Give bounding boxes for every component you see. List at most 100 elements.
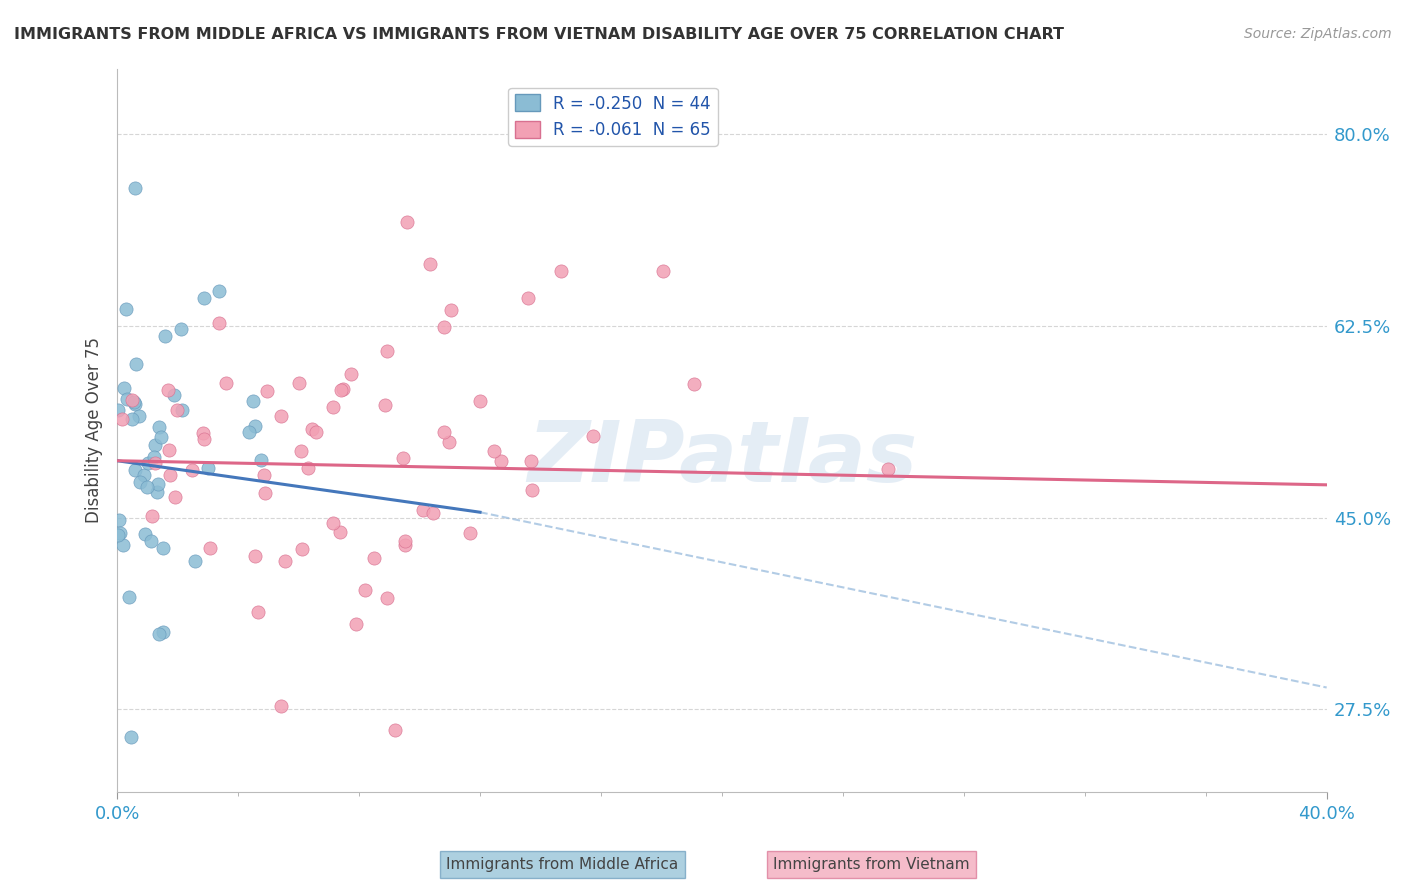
Point <box>108 526 131 541</box>
Point <box>274 554 297 568</box>
Point <box>157 383 180 397</box>
Point <box>683 377 706 392</box>
Point <box>184 554 207 568</box>
Point <box>322 516 344 530</box>
Point <box>198 541 221 555</box>
Point <box>412 502 434 516</box>
Point <box>180 463 202 477</box>
Legend: R = -0.250  N = 44, R = -0.061  N = 65: R = -0.250 N = 44, R = -0.061 N = 65 <box>509 87 717 145</box>
Point <box>159 467 181 482</box>
Point <box>193 292 215 306</box>
Point <box>253 468 276 483</box>
Text: Immigrants from Vietnam: Immigrants from Vietnam <box>773 857 970 872</box>
Point <box>340 368 363 382</box>
Point <box>159 442 181 457</box>
Point <box>166 402 188 417</box>
Point <box>301 422 323 436</box>
Point <box>482 443 505 458</box>
Point <box>270 409 292 423</box>
Point <box>148 476 170 491</box>
Point <box>197 461 219 475</box>
Point <box>118 590 141 604</box>
Point <box>375 591 398 606</box>
Point <box>145 456 167 470</box>
Text: Immigrants from Middle Africa: Immigrants from Middle Africa <box>446 857 679 872</box>
Point <box>254 486 277 500</box>
Point <box>437 434 460 449</box>
Point <box>193 425 215 440</box>
Point <box>124 396 146 410</box>
Point <box>270 699 292 714</box>
Point <box>114 302 136 317</box>
Point <box>152 624 174 639</box>
Point <box>165 490 187 504</box>
Point <box>215 376 238 390</box>
Point <box>152 541 174 556</box>
Point <box>208 284 231 298</box>
Point <box>520 454 543 468</box>
Point <box>124 181 146 195</box>
Point <box>134 527 156 541</box>
Point <box>138 457 160 471</box>
Point <box>117 392 139 406</box>
Text: ZIPatlas: ZIPatlas <box>527 417 917 500</box>
Point <box>135 480 157 494</box>
Point <box>128 409 150 423</box>
Point <box>193 432 215 446</box>
Point <box>375 344 398 359</box>
Y-axis label: Disability Age Over 75: Disability Age Over 75 <box>86 337 103 523</box>
Point <box>256 384 278 399</box>
Point <box>121 411 143 425</box>
Point <box>238 425 260 440</box>
Point <box>550 264 572 278</box>
Point <box>245 549 267 563</box>
Point <box>141 509 163 524</box>
Point <box>124 463 146 477</box>
Point <box>396 215 419 229</box>
Point <box>250 452 273 467</box>
Point <box>392 450 415 465</box>
Point <box>243 419 266 434</box>
Point <box>132 468 155 483</box>
Point <box>112 381 135 395</box>
Point <box>170 322 193 336</box>
Point <box>122 395 145 409</box>
Point <box>305 425 328 440</box>
Point <box>468 394 491 409</box>
Point <box>876 462 898 476</box>
Point <box>440 303 463 318</box>
Point <box>170 403 193 417</box>
Point <box>582 429 605 443</box>
Point <box>384 723 406 738</box>
Point <box>517 291 540 305</box>
Point <box>125 357 148 371</box>
Point <box>419 257 441 271</box>
Point <box>346 617 368 632</box>
Point <box>148 420 170 434</box>
Point <box>329 383 352 397</box>
Point <box>520 483 543 498</box>
Point <box>374 398 396 412</box>
Point <box>329 524 352 539</box>
Point <box>247 605 270 619</box>
Point <box>120 730 142 744</box>
Point <box>108 513 131 527</box>
Point <box>139 533 162 548</box>
Point <box>422 506 444 520</box>
Point <box>353 582 375 597</box>
Point <box>242 393 264 408</box>
Point <box>297 461 319 475</box>
Point <box>291 542 314 557</box>
Point <box>322 400 344 414</box>
Point <box>149 430 172 444</box>
Point <box>287 376 309 391</box>
Point <box>394 538 416 552</box>
Text: Source: ZipAtlas.com: Source: ZipAtlas.com <box>1244 27 1392 41</box>
Point <box>121 392 143 407</box>
Point <box>107 403 129 417</box>
Point <box>111 412 134 426</box>
Point <box>208 316 231 330</box>
Point <box>290 444 312 458</box>
Point <box>153 329 176 343</box>
Point <box>433 319 456 334</box>
